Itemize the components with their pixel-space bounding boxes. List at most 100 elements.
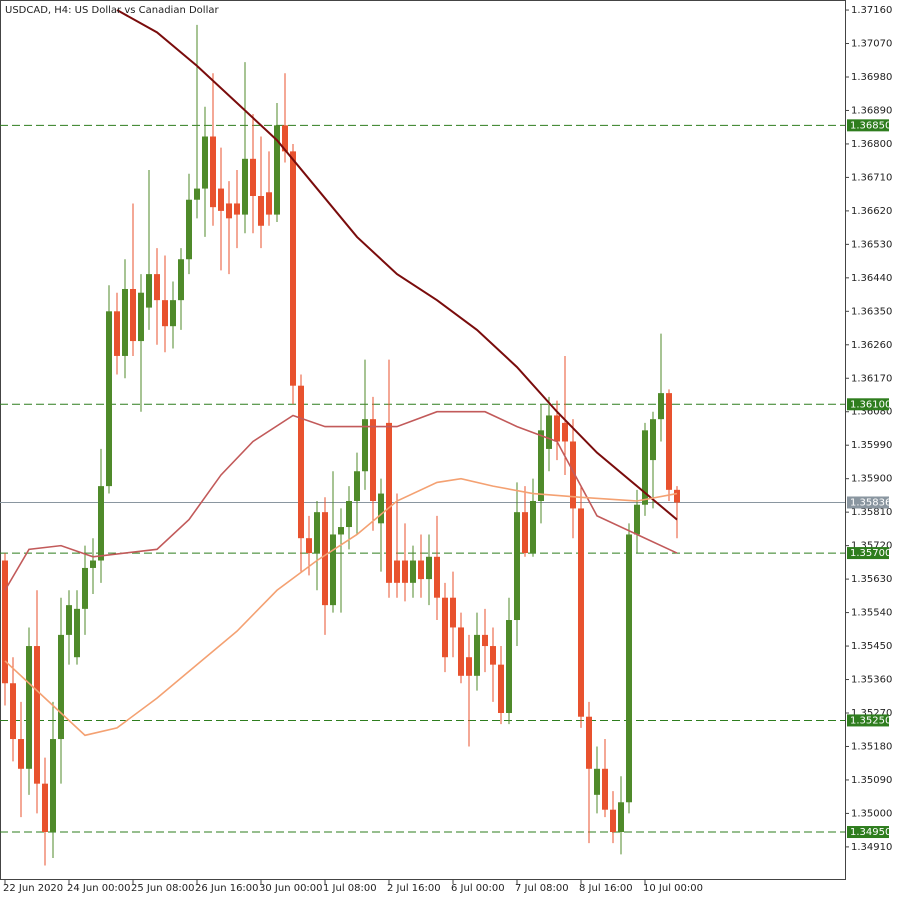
candle-body (490, 646, 496, 665)
y-tick-label: 1.35360 (851, 675, 892, 686)
candle-body (274, 125, 280, 215)
y-tick-label: 1.35720 (851, 541, 892, 552)
y-tick-label: 1.36530 (851, 239, 892, 250)
level-label: 1.36100 (850, 399, 891, 410)
candle-body (138, 292, 144, 342)
candle-body (322, 512, 328, 606)
y-tick-label: 1.35900 (851, 474, 892, 485)
y-tick-label: 1.36800 (851, 139, 892, 150)
candle-body (2, 560, 8, 684)
candle-body (378, 493, 384, 524)
candle-body (210, 136, 216, 208)
candle-body (122, 288, 128, 356)
candle-body (58, 634, 64, 740)
candle-body (178, 259, 184, 301)
chart-title: USDCAD, H4: US Dollar vs Canadian Dollar (5, 5, 219, 16)
candle-body (146, 274, 152, 308)
candle-body (634, 504, 640, 535)
y-tick-label: 1.36260 (851, 340, 892, 351)
candle-body (362, 419, 368, 472)
candle-body (282, 125, 288, 152)
candle-body (330, 534, 336, 606)
y-tick-label: 1.37070 (851, 39, 892, 50)
candle-body (346, 500, 352, 528)
candle-body (250, 158, 256, 197)
candle-body (226, 203, 232, 219)
x-tick-label: 8 Jul 16:00 (579, 883, 633, 894)
level-label: 1.35250 (850, 715, 891, 726)
moving-average (116, 9, 678, 521)
x-tick-label: 6 Jul 00:00 (451, 883, 505, 894)
level-box (847, 119, 889, 132)
y-tick-label: 1.34910 (851, 842, 892, 853)
candle-body (338, 527, 344, 535)
candle-body (650, 419, 656, 461)
y-tick-label: 1.36890 (851, 105, 892, 116)
candle-body (50, 739, 56, 833)
plot-frame (0, 0, 846, 880)
candle-body (674, 489, 680, 503)
candle-body (394, 560, 400, 583)
candle-body (114, 311, 120, 356)
y-tick-label: 1.36440 (851, 273, 892, 284)
y-tick-label: 1.35090 (851, 775, 892, 786)
candle-body (34, 646, 40, 784)
x-tick-label: 24 Jun 00:00 (67, 883, 131, 894)
candle-body (194, 188, 200, 200)
candle-body (602, 768, 608, 810)
candle-body (434, 556, 440, 598)
candle-body (106, 311, 112, 487)
candle-body (482, 634, 488, 647)
candle-body (658, 393, 664, 420)
current-price-box (847, 496, 889, 509)
candle-body (570, 441, 576, 509)
y-tick-label: 1.36170 (851, 373, 892, 384)
level-label: 1.35700 (850, 548, 891, 559)
x-tick-label: 30 Jun 00:00 (259, 883, 323, 894)
candle-body (98, 486, 104, 561)
candle-body (506, 620, 512, 714)
x-tick-label: 10 Jul 00:00 (643, 883, 703, 894)
candle-body (386, 422, 392, 583)
level-box (847, 398, 889, 411)
candle-body (474, 634, 480, 676)
y-tick-label: 1.36710 (851, 172, 892, 183)
candle-body (586, 716, 592, 769)
candle-body (26, 646, 32, 769)
y-tick-label: 1.37160 (851, 5, 892, 16)
y-tick-label: 1.35630 (851, 574, 892, 585)
candle-body (306, 538, 312, 554)
y-tick-label: 1.35540 (851, 608, 892, 619)
candle-body (218, 188, 224, 211)
candle-body (426, 556, 432, 580)
candle-body (66, 605, 72, 635)
candle-body (74, 608, 80, 658)
candle-body (626, 534, 632, 803)
x-tick-label: 1 Jul 08:00 (323, 883, 377, 894)
y-tick-label: 1.35990 (851, 440, 892, 451)
candle-body (554, 415, 560, 442)
candle-body (450, 597, 456, 628)
x-tick-label: 25 Jun 08:00 (131, 883, 195, 894)
candle-body (418, 560, 424, 580)
candle-body (242, 158, 248, 215)
candle-body (90, 560, 96, 568)
x-tick-label: 26 Jun 16:00 (195, 883, 259, 894)
x-tick-label: 2 Jul 16:00 (387, 883, 441, 894)
candle-body (466, 657, 472, 676)
candle-body (522, 512, 528, 554)
candle-body (546, 415, 552, 449)
candle-body (666, 393, 672, 490)
candle-body (42, 783, 48, 833)
candle-body (370, 419, 376, 501)
level-box (847, 826, 889, 839)
candle-body (130, 288, 136, 342)
x-tick-label: 22 Jun 2020 (3, 883, 63, 894)
candle-body (410, 560, 416, 583)
candle-body (538, 430, 544, 501)
candle-body (442, 597, 448, 658)
candle-body (82, 567, 88, 609)
candle-body (314, 512, 320, 554)
